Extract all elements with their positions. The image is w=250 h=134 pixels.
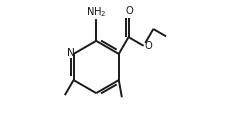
Text: O: O (145, 41, 152, 51)
Text: NH$_2$: NH$_2$ (86, 5, 106, 19)
Text: N: N (67, 48, 74, 58)
Text: O: O (125, 6, 133, 16)
